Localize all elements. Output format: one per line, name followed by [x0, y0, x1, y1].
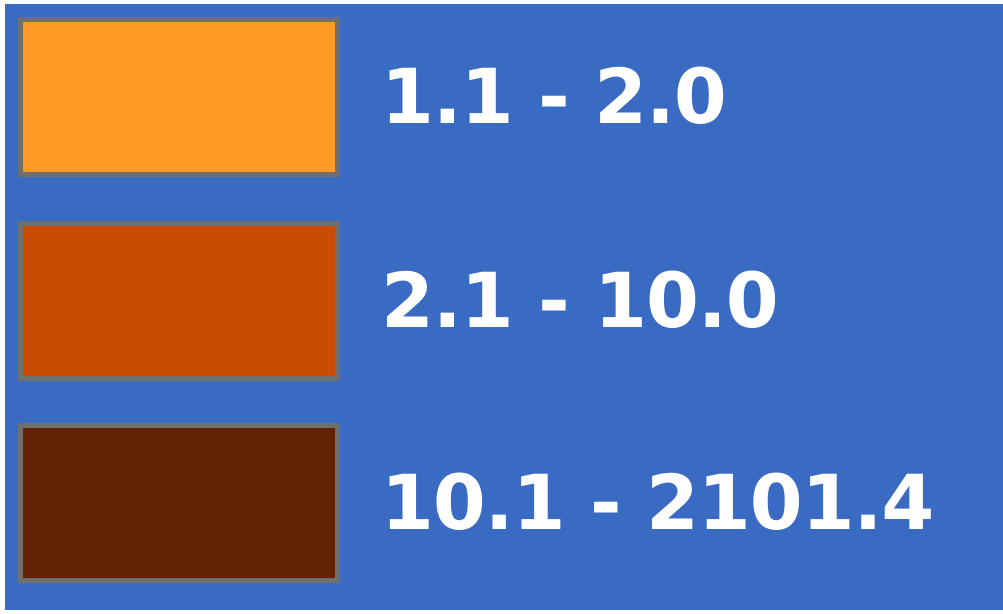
legend-swatch-medium — [18, 221, 340, 381]
legend-label-medium: 2.1 - 10.0 — [381, 256, 779, 345]
legend-swatch-high — [18, 423, 340, 583]
map-legend: 1.1 - 2.0 2.1 - 10.0 10.1 - 2101.4 — [5, 4, 1003, 610]
legend-label-low: 1.1 - 2.0 — [381, 52, 727, 141]
legend-swatch-low — [18, 17, 340, 177]
legend-label-high: 10.1 - 2101.4 — [381, 458, 934, 547]
